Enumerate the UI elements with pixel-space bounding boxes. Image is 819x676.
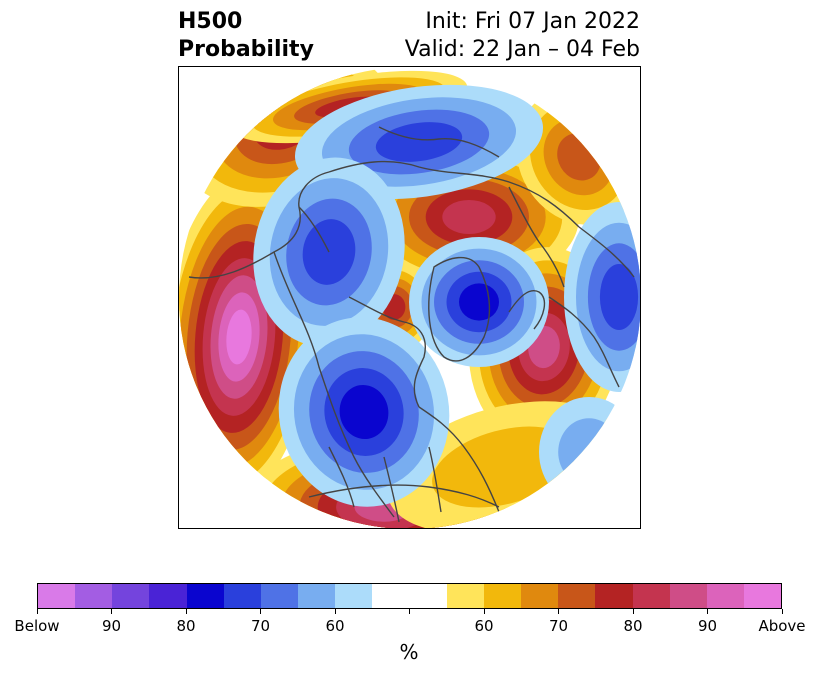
coastline <box>328 160 580 228</box>
colorbar-segment <box>149 584 187 608</box>
valid-range: Valid: 22 Jan – 04 Feb <box>404 37 640 62</box>
title-variable: H500 <box>178 9 243 34</box>
colorbar-tick <box>558 609 559 614</box>
colorbar-segment <box>372 584 410 608</box>
colorbar-unit-label: % <box>399 640 419 664</box>
colorbar-tick-label: Below <box>14 617 60 635</box>
coastline <box>383 456 400 523</box>
init-date: Init: Fri 07 Jan 2022 <box>425 9 640 34</box>
coastlines <box>188 126 635 523</box>
plot-dates: Init: Fri 07 Jan 2022 Valid: 22 Jan – 04… <box>405 8 640 64</box>
coastline <box>548 296 620 388</box>
above-normal-contour <box>442 200 496 234</box>
colorbar-tick-label: 60 <box>474 617 494 635</box>
colorbar-segment <box>223 584 261 608</box>
colorbar-segment <box>632 584 670 608</box>
colorbar-segment <box>112 584 150 608</box>
colorbar-tick <box>185 609 187 614</box>
below-normal-contour <box>375 122 463 162</box>
coastline <box>508 186 565 288</box>
colorbar-segment <box>743 584 782 608</box>
coastline <box>298 206 330 253</box>
coastline <box>348 296 426 408</box>
title-quantity: Probability <box>178 37 314 62</box>
map-canvas <box>179 67 641 529</box>
colorbar-tick-label: 90 <box>101 617 122 635</box>
coastline <box>428 256 491 362</box>
colorbar-segment <box>558 584 596 608</box>
coastline <box>308 484 500 508</box>
above-normal-contour <box>226 309 252 365</box>
colorbar-tick-label: 80 <box>623 617 643 635</box>
colorbar-tick <box>36 609 38 614</box>
colorbar-tick <box>632 609 634 614</box>
colorbar-segment <box>669 584 707 608</box>
plot-title: H500 Probability <box>178 8 314 64</box>
coastline <box>428 446 442 513</box>
colorbar-segment <box>260 584 299 608</box>
probability-field <box>179 67 641 529</box>
colorbar-tick <box>111 609 112 614</box>
coastline <box>328 446 355 508</box>
below-normal-contour <box>599 264 639 330</box>
colorbar-segment <box>298 584 336 608</box>
coastline <box>188 171 330 279</box>
below-normal-contour <box>558 418 620 486</box>
colorbar-segment <box>483 584 522 608</box>
colorbar-segment <box>446 584 484 608</box>
colorbar-segment <box>521 584 559 608</box>
colorbar-tick <box>483 609 485 614</box>
colorbar-segment <box>595 584 633 608</box>
colorbar <box>37 583 782 609</box>
colorbar-tick-label: Above <box>758 617 806 635</box>
colorbar-tick <box>781 609 783 614</box>
colorbar-segment <box>706 584 744 608</box>
colorbar-tick-label: 80 <box>176 617 196 635</box>
colorbar-tick <box>334 609 336 614</box>
coastline <box>508 290 546 330</box>
colorbar-tick-label: 60 <box>325 617 345 635</box>
below-normal-contour <box>459 283 499 321</box>
colorbar-segment <box>38 584 76 608</box>
colorbar-tick-label: 70 <box>250 617 271 635</box>
colorbar-tick <box>260 609 261 614</box>
colorbar-segment <box>409 584 447 608</box>
colorbar-segment <box>335 584 373 608</box>
colorbar-segment <box>75 584 113 608</box>
colorbar-segment <box>186 584 224 608</box>
coastline <box>418 406 500 513</box>
coastline <box>378 126 500 158</box>
coastline <box>273 251 395 518</box>
below-normal-contour <box>339 384 389 440</box>
colorbar-tick <box>409 609 410 614</box>
probability-map <box>178 66 641 529</box>
below-normal-contour <box>539 397 639 507</box>
colorbar-tick-label: 70 <box>548 617 569 635</box>
colorbar-tick-label: 90 <box>697 617 718 635</box>
colorbar-tick <box>707 609 708 614</box>
coastline <box>578 226 635 278</box>
